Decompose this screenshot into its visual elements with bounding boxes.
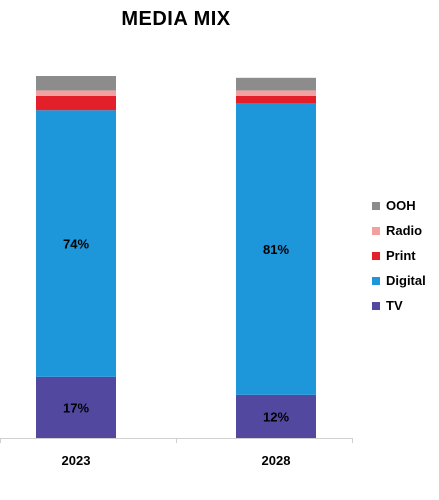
legend-item-tv: TV xyxy=(372,293,439,318)
legend-label-print: Print xyxy=(386,248,416,263)
x-tick-label-2028: 2028 xyxy=(262,453,291,468)
bar-segment-ooh-2028 xyxy=(236,77,316,91)
legend-swatch-tv xyxy=(372,301,380,310)
legend-label-tv: TV xyxy=(386,298,403,313)
legend-label-radio: Radio xyxy=(386,223,423,238)
bar-segment-digital-2023 xyxy=(36,110,116,377)
legend-swatch-print xyxy=(372,251,380,260)
legend-item-radio: Radio xyxy=(372,218,439,243)
x-tick-label-2023: 2023 xyxy=(62,453,91,468)
bar-segment-print-2028 xyxy=(236,95,316,104)
data-label-tv-2023: 17% xyxy=(63,400,89,415)
bar-segment-radio-2028 xyxy=(236,90,316,96)
legend-label-digital: Digital xyxy=(386,273,426,288)
bar-segment-tv-2028 xyxy=(236,394,316,438)
bar-segment-tv-2023 xyxy=(36,376,116,438)
legend-item-print: Print xyxy=(372,243,439,268)
data-label-digital-2028: 81% xyxy=(263,242,289,257)
data-label-tv-2028: 12% xyxy=(263,409,289,424)
legend-swatch-radio xyxy=(372,226,380,235)
legend-swatch-digital xyxy=(372,276,380,285)
bar-segment-radio-2023 xyxy=(36,90,116,96)
bar-segment-print-2023 xyxy=(36,95,116,111)
legend-item-ooh: OOH xyxy=(372,193,439,218)
legend-item-digital: Digital xyxy=(372,268,439,293)
legend-swatch-ooh xyxy=(372,201,380,210)
bar-segment-ooh-2023 xyxy=(36,76,116,91)
data-label-digital-2023: 74% xyxy=(63,236,89,251)
bar-segment-digital-2028 xyxy=(236,103,316,395)
chart-title: MEDIA MIX xyxy=(121,8,231,30)
legend: OOH Radio Print Digital TV xyxy=(372,193,439,318)
legend-label-ooh: OOH xyxy=(386,198,416,213)
